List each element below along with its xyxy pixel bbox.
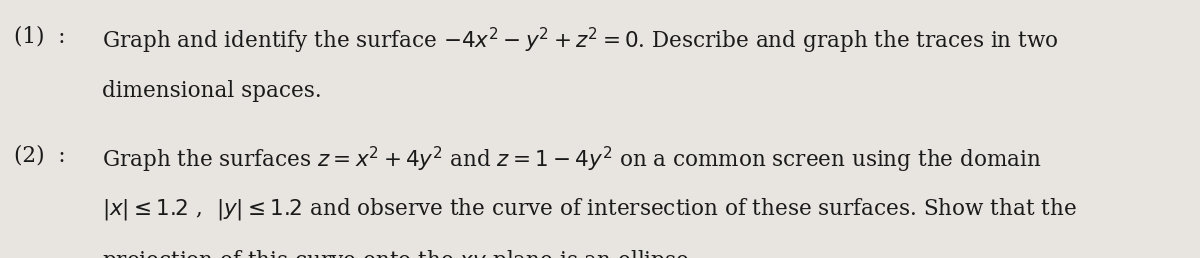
- Text: (2)  :: (2) :: [14, 144, 79, 166]
- Text: (1)  :: (1) :: [14, 26, 79, 48]
- Text: $|x| \leq 1.2$ ,  $|y| \leq 1.2$ and observe the curve of intersection of these : $|x| \leq 1.2$ , $|y| \leq 1.2$ and obse…: [102, 196, 1076, 222]
- Text: projection of this curve onto the $xy$-plane is an ellipse.: projection of this curve onto the $xy$-p…: [102, 248, 695, 258]
- Text: Graph the surfaces $z = x^2 + 4y^2$ and $z = 1 - 4y^2$ on a common screen using : Graph the surfaces $z = x^2 + 4y^2$ and …: [102, 144, 1042, 175]
- Text: dimensional spaces.: dimensional spaces.: [102, 80, 322, 102]
- Text: Graph and identify the surface $-4x^2 - y^2 + z^2 = 0$. Describe and graph the t: Graph and identify the surface $-4x^2 - …: [102, 26, 1058, 56]
